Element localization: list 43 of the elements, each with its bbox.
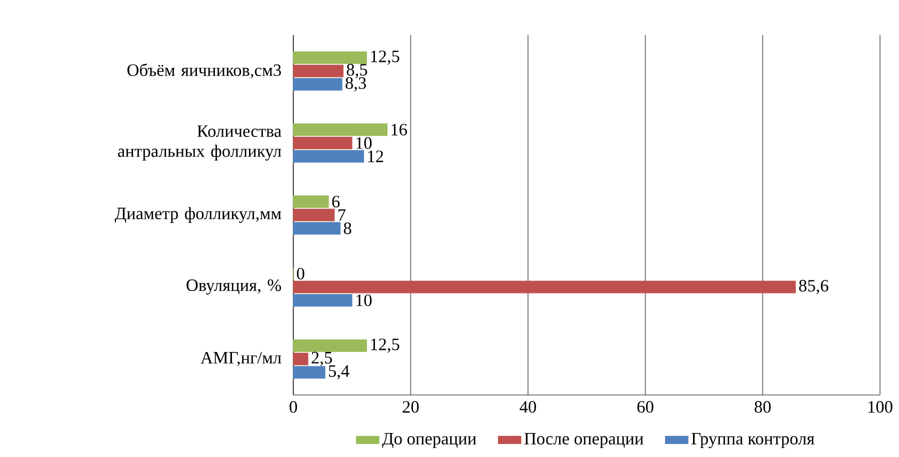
y-tick-label: АМГ,нг/мл [200,352,282,366]
bar [293,64,344,78]
data-label: 0 [296,268,304,280]
x-tick-label: 40 [520,401,536,413]
bar [293,366,326,379]
data-label: 10 [356,137,372,149]
x-tick-label: 60 [637,401,654,413]
bar [293,78,342,91]
bar [293,150,364,163]
data-label: 8,5 [346,64,368,78]
data-label: 5,4 [328,365,350,380]
bar [293,294,352,307]
data-label: 85,6 [799,280,828,294]
x-tick-label: 80 [754,401,771,413]
data-label: 2,5 [312,352,332,366]
data-label: 12 [368,150,384,162]
bar [293,51,367,64]
legend-label: Группа контроля [692,432,814,448]
y-tick-label: Диаметр фолликул,мм [114,207,282,223]
bar [293,339,367,352]
bar [293,208,335,222]
bar [293,222,341,235]
y-tick-label: Овуляция, % [186,279,281,295]
data-label: 6 [332,196,340,208]
x-tick-label: 0 [290,401,298,413]
data-label: 8 [344,222,352,234]
data-label: 16 [392,124,407,136]
legend-label: До операции [382,432,476,448]
bar [293,136,352,150]
legend-label: После операции [524,432,644,448]
bar [293,280,796,294]
x-tick-label: 20 [402,401,419,413]
data-label: 12,5 [371,50,400,65]
bar [293,195,329,208]
data-label: 12,5 [371,338,400,353]
bar [293,123,388,136]
y-tick-label: Объём яичников,см3 [127,63,281,79]
data-label: 8,3 [346,77,366,92]
bar [293,352,308,366]
data-label: 7 [338,209,346,221]
x-tick-label: 100 [868,401,892,413]
y-tick-label: Количества антральных фолликул [118,125,282,161]
data-label: 10 [356,294,372,306]
